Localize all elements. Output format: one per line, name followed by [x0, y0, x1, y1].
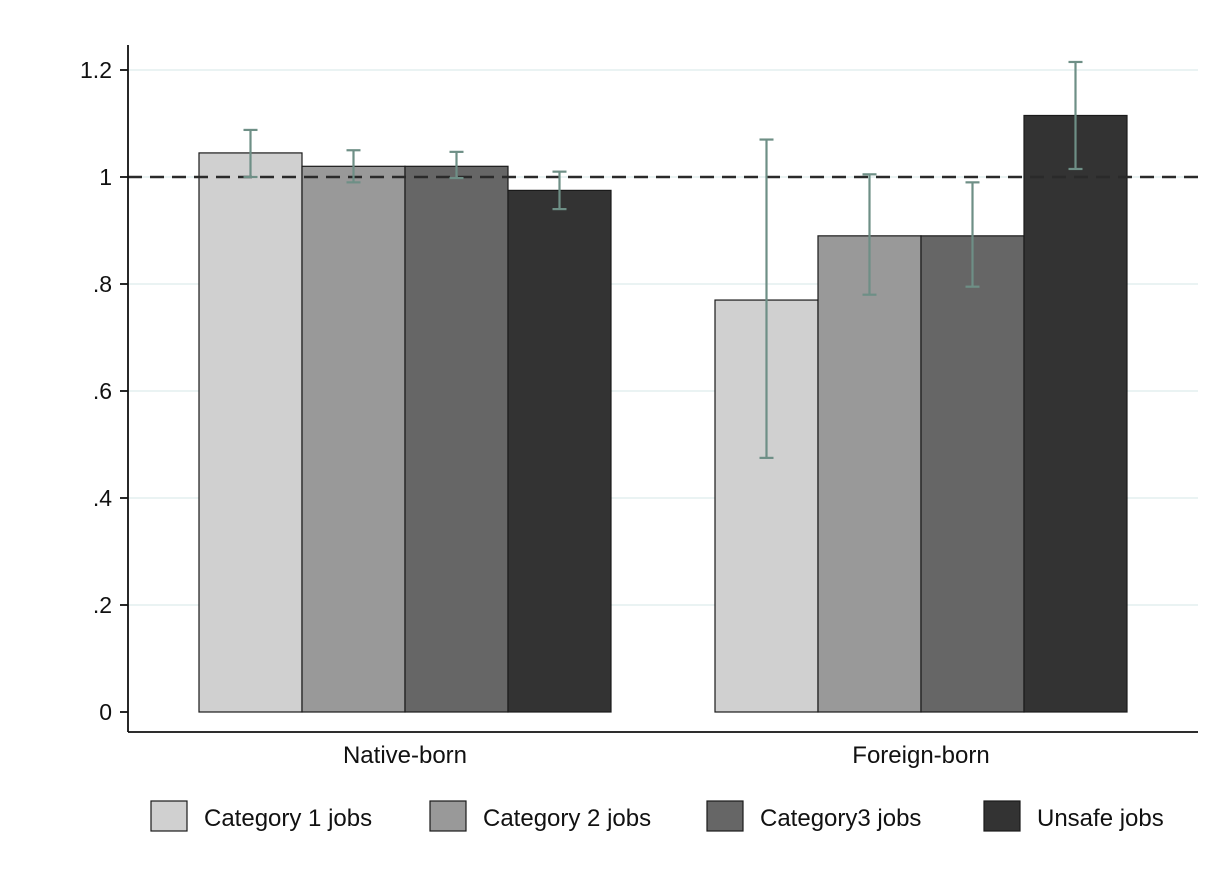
legend-item: Category 2 jobs [429, 800, 651, 832]
bar [198, 152, 303, 713]
y-tick-label: 1.2 [80, 57, 112, 83]
legend-label: Category 1 jobs [204, 805, 372, 832]
error-bar [243, 128, 258, 179]
error-bar [965, 181, 980, 288]
bar [404, 165, 509, 713]
legend-swatch [150, 800, 188, 832]
error-bars [243, 60, 1083, 459]
legend-swatch [706, 800, 744, 832]
bar [1023, 114, 1128, 713]
y-tick-label: .4 [93, 485, 112, 511]
legend-label: Category3 jobs [760, 805, 921, 832]
error-bar [346, 149, 361, 184]
legend-label: Unsafe jobs [1037, 805, 1164, 832]
x-category-label: Native-born [343, 742, 467, 769]
y-tick-label: .2 [93, 592, 112, 618]
legend-swatch [983, 800, 1021, 832]
y-tick-label: .6 [93, 378, 112, 404]
bar [507, 189, 612, 713]
bar [301, 165, 406, 713]
bar [817, 235, 922, 713]
error-bar [1068, 60, 1083, 171]
y-tick-label: .8 [93, 271, 112, 297]
legend-item: Category3 jobs [706, 800, 921, 832]
axes: 0 .2 .4 .6 .8 1 1.2 Native-born Foreign-born [80, 45, 1198, 769]
legend-item: Category 1 jobs [150, 800, 372, 832]
legend-label: Category 2 jobs [483, 805, 651, 832]
error-bar [449, 150, 464, 180]
error-bar [552, 170, 567, 211]
bars [198, 114, 1128, 713]
error-bar [862, 173, 877, 296]
y-tick-label: 1 [99, 164, 112, 190]
legend-item: Unsafe jobs [983, 800, 1164, 832]
legend-swatch [429, 800, 467, 832]
bar [920, 235, 1025, 713]
error-bar [759, 138, 774, 459]
legend: Category 1 jobs Category 2 jobs Category3 … [150, 800, 1164, 832]
y-tick-label: 0 [99, 699, 112, 725]
x-category-label: Foreign-born [852, 742, 989, 769]
